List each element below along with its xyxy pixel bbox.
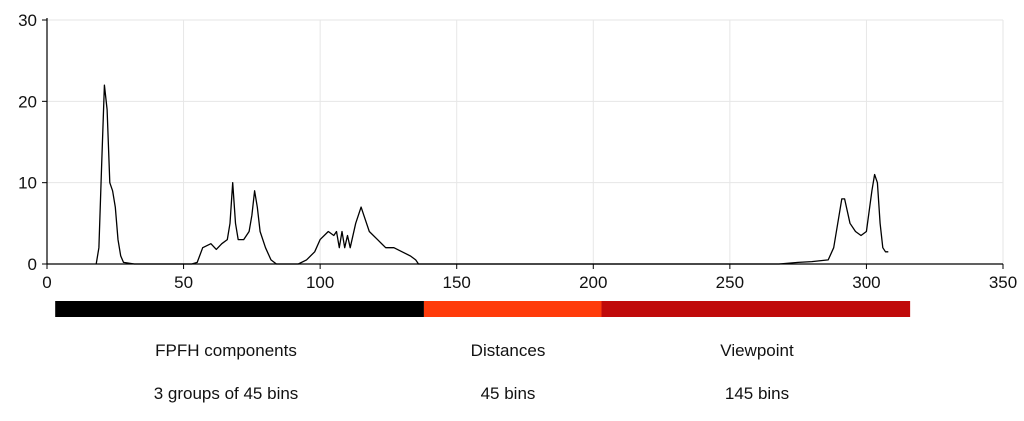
x-tick-label: 100 xyxy=(306,273,334,292)
x-tick-label: 300 xyxy=(852,273,880,292)
x-tick-label: 200 xyxy=(579,273,607,292)
tick-labels: 0 50 100 150 200 250 300 350 0 10 20 30 xyxy=(18,11,1017,292)
grid xyxy=(47,19,1004,264)
segment-bar xyxy=(55,301,424,317)
y-tick-label: 30 xyxy=(18,11,37,30)
segment-subtitle: 145 bins xyxy=(724,384,790,403)
segment-title: Viewpoint xyxy=(720,341,794,360)
segment-subtitle: 3 groups of 45 bins xyxy=(153,384,299,403)
y-tick-label: 20 xyxy=(18,92,37,111)
series-line xyxy=(95,84,889,265)
axes xyxy=(42,18,1004,269)
segment-bar xyxy=(423,301,602,317)
y-tick-label: 10 xyxy=(18,174,37,193)
x-tick-label: 350 xyxy=(989,273,1017,292)
x-tick-label: 250 xyxy=(716,273,744,292)
segment-title: FPFH components xyxy=(155,341,297,360)
x-tick-label: 0 xyxy=(42,273,51,292)
segment-title: Distances xyxy=(470,341,546,360)
x-tick-label: 150 xyxy=(443,273,471,292)
x-tick-label: 50 xyxy=(174,273,193,292)
segment-bar xyxy=(601,301,911,317)
y-tick-label: 0 xyxy=(28,255,37,274)
segment-subtitle: 45 bins xyxy=(480,384,536,403)
segment-bars xyxy=(55,301,911,317)
series xyxy=(95,84,889,265)
